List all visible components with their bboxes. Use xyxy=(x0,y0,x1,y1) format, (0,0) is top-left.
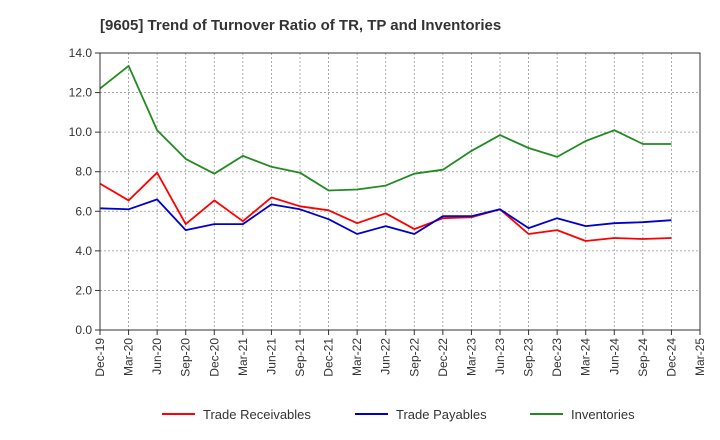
y-tick-label: 10.0 xyxy=(69,125,93,139)
legend-label-trade-receivables: Trade Receivables xyxy=(203,407,311,422)
y-axis: 0.0 2.0 4.0 6.0 8.0 10.0 12.0 14.0 xyxy=(69,46,100,337)
x-tick-label: Mar-25 xyxy=(693,338,707,376)
x-tick-label: Mar-21 xyxy=(236,338,250,376)
legend: Trade Receivables Trade Payables Inventori… xyxy=(162,407,635,422)
plot-frame xyxy=(99,52,701,331)
x-tick-label: Dec-24 xyxy=(664,338,678,377)
x-tick-label: Sep-23 xyxy=(522,338,536,377)
series-line-inventories xyxy=(99,65,672,192)
y-tick-label: 12.0 xyxy=(69,86,93,100)
x-tick-label: Jun-22 xyxy=(379,338,393,375)
x-tick-label: Dec-22 xyxy=(436,338,450,377)
y-tick-label: 14.0 xyxy=(69,46,93,60)
x-tick-label: Mar-20 xyxy=(122,338,136,376)
x-tick-label: Mar-23 xyxy=(464,338,478,376)
chart-title: [9605] Trend of Turnover Ratio of TR, TP… xyxy=(100,17,501,34)
y-tick-label: 4.0 xyxy=(75,244,92,258)
y-tick-label: 2.0 xyxy=(75,283,92,297)
x-axis: Dec-19 Mar-20 Jun-20 Sep-20 Dec-20 Mar-21 Jun-… xyxy=(93,330,707,377)
y-tick-label: 8.0 xyxy=(75,165,92,179)
grid xyxy=(99,52,701,331)
x-tick-label: Dec-19 xyxy=(93,338,107,377)
x-tick-label: Sep-24 xyxy=(636,338,650,377)
legend-label-trade-payables: Trade Payables xyxy=(396,407,487,422)
x-tick-label: Jun-24 xyxy=(607,338,621,375)
x-tick-label: Dec-21 xyxy=(322,338,336,377)
x-tick-label: Sep-20 xyxy=(179,338,193,377)
x-tick-label: Jun-21 xyxy=(264,338,278,375)
y-tick-label: 0.0 xyxy=(75,323,92,337)
x-tick-label: Sep-22 xyxy=(407,338,421,377)
x-tick-label: Sep-21 xyxy=(293,338,307,377)
series-line-trade-payables xyxy=(99,198,672,235)
x-tick-label: Dec-23 xyxy=(550,338,564,377)
legend-label-inventories: Inventories xyxy=(571,407,635,422)
x-tick-label: Jun-23 xyxy=(493,338,507,375)
series xyxy=(99,65,672,242)
x-tick-label: Jun-20 xyxy=(150,338,164,375)
series-line-trade-receivables xyxy=(99,171,672,242)
y-tick-label: 6.0 xyxy=(75,204,92,218)
x-tick-label: Mar-22 xyxy=(350,338,364,376)
x-tick-label: Mar-24 xyxy=(579,338,593,376)
x-tick-label: Dec-20 xyxy=(207,338,221,377)
